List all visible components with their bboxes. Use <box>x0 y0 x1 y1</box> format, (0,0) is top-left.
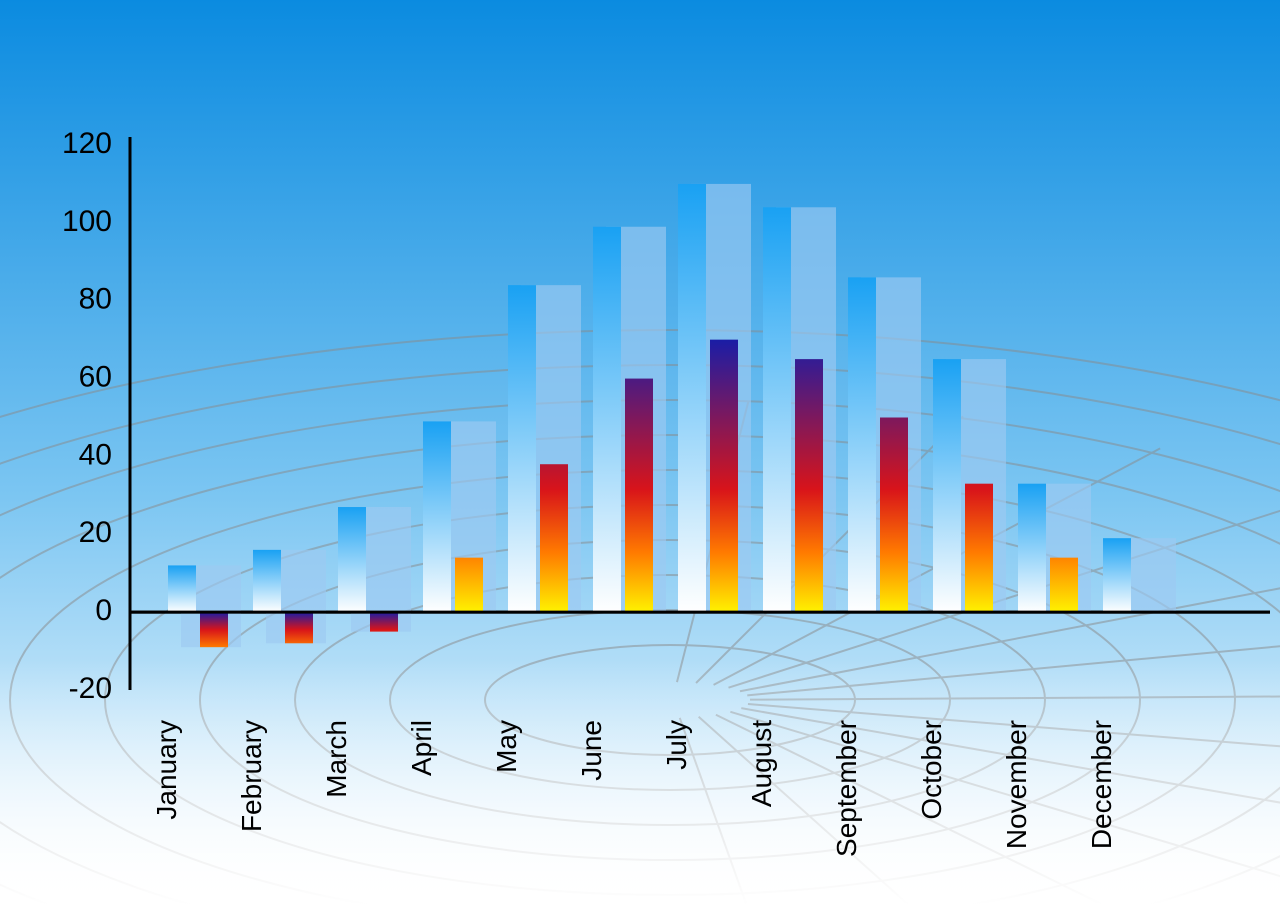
bar-series-a <box>933 359 961 612</box>
x-tick-label: December <box>1086 720 1117 849</box>
bar-series-a <box>253 550 281 612</box>
x-tick-label: June <box>576 720 607 781</box>
bar-series-b <box>285 612 313 643</box>
x-tick-label: February <box>236 720 267 832</box>
y-tick-label: 0 <box>95 594 112 627</box>
x-tick-label: March <box>321 720 352 798</box>
y-tick-label: 20 <box>79 516 112 549</box>
y-tick-label: 80 <box>79 283 112 316</box>
bar-series-b <box>1050 558 1078 613</box>
bar-series-a <box>593 227 621 612</box>
y-tick-label: 100 <box>62 205 112 238</box>
x-tick-label: July <box>661 720 692 770</box>
x-tick-label: September <box>831 720 862 857</box>
bar-series-a <box>678 184 706 612</box>
chart-stage: -20 0 20 40 60 80 100 120 January February March Ap… <box>0 0 1280 905</box>
bar-series-b <box>965 484 993 612</box>
bar-series-b <box>710 340 738 612</box>
chart-svg: -20 0 20 40 60 80 100 120 January February March Ap… <box>0 0 1280 905</box>
bar-series-a <box>1018 484 1046 612</box>
bar-series-a <box>848 277 876 612</box>
y-tick-label: 120 <box>62 127 112 160</box>
y-tick-label: 60 <box>79 360 112 393</box>
bar-series-b <box>625 379 653 613</box>
bar-series-a <box>508 285 536 612</box>
bar-series-a <box>763 207 791 612</box>
x-tick-label: April <box>406 720 437 776</box>
bar-series-b <box>455 558 483 613</box>
bar-series-a <box>168 565 196 612</box>
bar-series-b <box>370 612 398 631</box>
bar-series-b <box>540 464 568 612</box>
bar-series-b <box>880 418 908 613</box>
x-tick-label: August <box>746 720 777 807</box>
y-tick-label: -20 <box>69 672 112 705</box>
bar-series-a <box>1103 538 1131 612</box>
x-tick-label: November <box>1001 720 1032 849</box>
y-tick-label: 40 <box>79 438 112 471</box>
bar-series-b <box>795 359 823 612</box>
x-tick-label: May <box>491 720 522 773</box>
bar-series-a <box>423 421 451 612</box>
bar-series-a <box>338 507 366 612</box>
x-tick-label: January <box>151 720 182 820</box>
x-tick-label: October <box>916 720 947 820</box>
bar-series-b <box>200 612 228 647</box>
